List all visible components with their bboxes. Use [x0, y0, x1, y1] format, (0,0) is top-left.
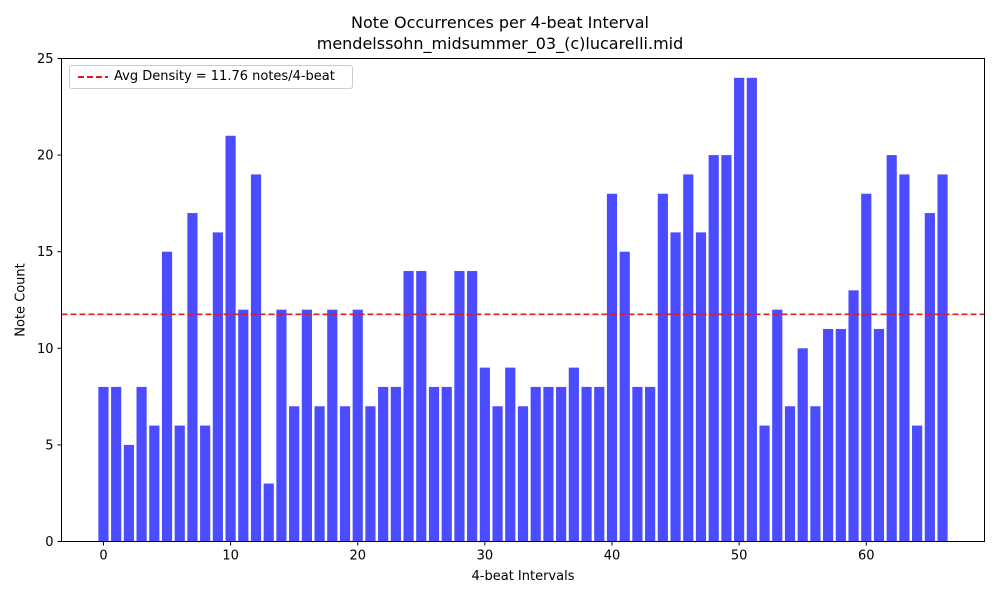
bar-10 — [225, 135, 236, 542]
bar-48 — [708, 155, 719, 542]
bar-11 — [238, 309, 249, 542]
x-tick-label: 40 — [604, 549, 621, 564]
bar-49 — [721, 155, 732, 542]
bar-38 — [581, 386, 592, 542]
x-tick-label: 30 — [477, 549, 494, 564]
bar-9 — [212, 232, 223, 542]
legend-label: Avg Density = 11.76 notes/4-beat — [114, 69, 335, 84]
bar-15 — [289, 406, 300, 542]
y-tick-label: 10 — [37, 342, 54, 357]
bar-12 — [250, 174, 262, 542]
bar-19 — [339, 406, 351, 542]
x-tick-label: 10 — [222, 549, 239, 564]
bar-30 — [479, 367, 490, 542]
bar-16 — [301, 309, 312, 542]
bar-56 — [810, 406, 821, 542]
y-tick-label: 15 — [37, 245, 54, 260]
bar-31 — [492, 406, 503, 542]
bar-25 — [416, 271, 427, 542]
legend: Avg Density = 11.76 notes/4-beat — [69, 65, 353, 89]
bar-58 — [835, 328, 846, 542]
bar-37 — [568, 367, 579, 542]
bar-36 — [556, 386, 567, 542]
bar-2 — [123, 444, 134, 542]
bar-41 — [619, 251, 630, 542]
bar-22 — [378, 386, 389, 542]
bar-39 — [594, 386, 605, 542]
bar-0 — [98, 386, 109, 542]
bar-60 — [861, 193, 872, 542]
bar-14 — [276, 309, 287, 542]
bar-64 — [912, 425, 923, 542]
bar-54 — [784, 406, 796, 542]
bar-20 — [352, 309, 363, 542]
bar-4 — [149, 425, 160, 542]
bar-43 — [645, 386, 656, 542]
bar-8 — [200, 425, 211, 542]
bar-53 — [772, 309, 783, 542]
x-tick-label: 0 — [99, 549, 107, 564]
bar-40 — [606, 193, 618, 542]
x-axis-ticks: 0 10 20 30 40 50 60 — [99, 541, 875, 564]
bar-3 — [136, 386, 147, 542]
y-tick-label: 25 — [37, 52, 54, 67]
y-tick-label: 5 — [45, 438, 53, 453]
y-tick-label: 0 — [45, 535, 53, 550]
bar-63 — [899, 174, 910, 542]
bar-33 — [517, 406, 529, 542]
bar-61 — [873, 328, 885, 542]
chart-title: Note Occurrences per 4-beat Interval — [351, 13, 649, 32]
y-axis-label: Note Count — [13, 263, 29, 337]
bar-18 — [327, 309, 338, 542]
bars — [98, 77, 948, 542]
bar-50 — [734, 77, 745, 542]
bar-23 — [390, 386, 401, 542]
bar-62 — [886, 155, 897, 542]
bar-5 — [161, 251, 173, 542]
bar-59 — [848, 290, 859, 542]
bar-21 — [365, 406, 376, 542]
bar-51 — [746, 77, 757, 542]
plot-frame — [61, 58, 985, 542]
bar-35 — [543, 386, 554, 542]
x-tick-label: 50 — [731, 549, 748, 564]
x-axis-label: 4-beat Intervals — [471, 569, 575, 584]
bar-34 — [530, 386, 541, 542]
bar-7 — [187, 213, 198, 542]
bar-32 — [505, 367, 516, 542]
x-tick-label: 60 — [858, 549, 875, 564]
bar-6 — [174, 425, 185, 542]
bar-13 — [263, 483, 274, 542]
bar-28 — [454, 271, 465, 542]
bar-57 — [823, 328, 834, 542]
bar-24 — [403, 271, 414, 542]
legend-swatch-dashed-line — [78, 76, 108, 78]
bar-47 — [695, 232, 707, 542]
bar-45 — [670, 232, 681, 542]
y-tick-label: 20 — [37, 149, 54, 164]
bar-27 — [441, 386, 452, 542]
bar-17 — [314, 406, 325, 542]
bar-1 — [111, 386, 122, 542]
chart-subtitle: mendelssohn_midsummer_03_(c)lucarelli.mi… — [316, 34, 684, 53]
bar-26 — [428, 386, 440, 542]
x-tick-label: 20 — [349, 549, 366, 564]
bar-44 — [657, 193, 668, 542]
bar-46 — [683, 174, 694, 542]
bar-42 — [632, 386, 643, 542]
y-axis-ticks: 0 5 10 15 20 25 — [37, 52, 62, 550]
bar-65 — [924, 213, 935, 542]
bar-66 — [937, 174, 948, 542]
bar-52 — [759, 425, 770, 542]
bar-55 — [797, 348, 808, 542]
bar-29 — [467, 271, 478, 542]
